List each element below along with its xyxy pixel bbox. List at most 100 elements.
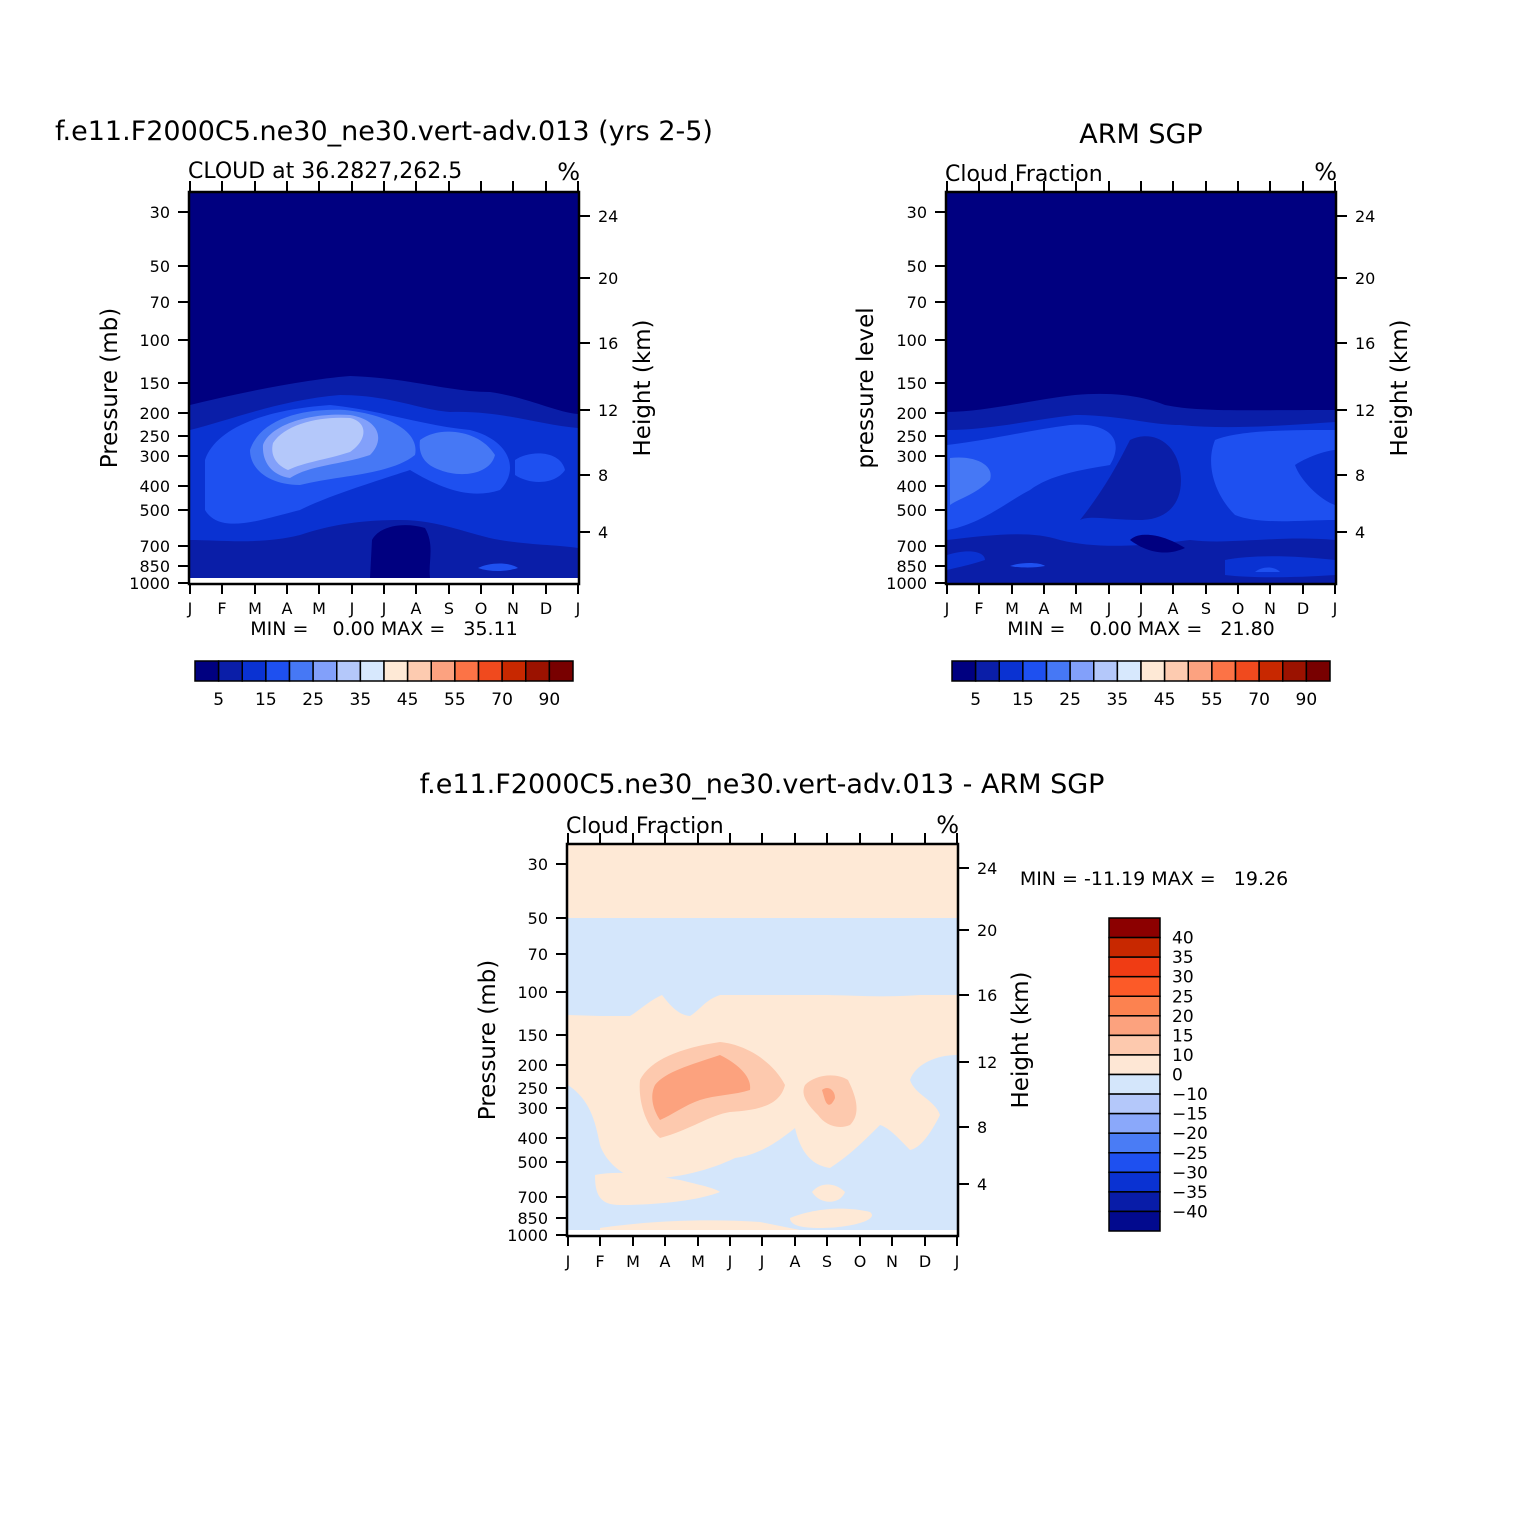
colorbar-label: 45 (1154, 690, 1176, 710)
colorbar-label: 70 (1248, 690, 1270, 710)
colorbar-swatch (1108, 1112, 1161, 1134)
colorbar-swatch (1211, 660, 1237, 682)
colorbar-label: 15 (1012, 690, 1034, 710)
colorbar-swatch (406, 660, 432, 682)
colorbar-swatch (548, 660, 574, 682)
colorbar-swatch (1108, 1191, 1161, 1213)
svg-text:70: 70 (150, 293, 170, 312)
svg-text:250: 250 (517, 1079, 548, 1098)
svg-text:12: 12 (598, 401, 618, 420)
colorbar-label: 10 (1172, 1046, 1194, 1066)
min-max-label: MIN = -11.19 MAX = 19.26 (1020, 868, 1288, 890)
svg-text:250: 250 (896, 427, 927, 446)
min-max-label: MIN = 0.00 MAX = 35.11 (250, 618, 518, 640)
colorbar-label: 55 (444, 690, 466, 710)
panel-subtitle: Cloud Fraction (945, 162, 1103, 187)
svg-text:100: 100 (517, 983, 548, 1002)
colorbar-swatch (1069, 660, 1095, 682)
svg-text:50: 50 (150, 257, 170, 276)
svg-text:700: 700 (139, 537, 170, 556)
svg-text:16: 16 (598, 334, 618, 353)
colorbar-label: 25 (1059, 690, 1081, 710)
colorbar-label: −25 (1172, 1144, 1208, 1164)
y-axis-label-right: Height (km) (1008, 971, 1034, 1108)
panel-title: f.e11.F2000C5.ne30_ne30.vert-adv.013 (yr… (55, 116, 713, 147)
svg-text:200: 200 (517, 1056, 548, 1075)
colorbar-swatch (1108, 1210, 1161, 1232)
colorbar-swatch (1108, 1152, 1161, 1174)
units-label: % (1314, 158, 1337, 186)
svg-text:150: 150 (896, 374, 927, 393)
svg-text:50: 50 (907, 257, 927, 276)
colorbar-swatch (359, 660, 385, 682)
colorbar-swatch (217, 660, 243, 682)
colorbar-swatch (454, 660, 480, 682)
colorbar-label: −35 (1172, 1183, 1208, 1203)
colorbar-swatch (477, 660, 503, 682)
colorbar-label: 70 (491, 690, 513, 710)
panel-title: f.e11.F2000C5.ne30_ne30.vert-adv.013 - A… (420, 769, 1105, 800)
svg-text:150: 150 (139, 374, 170, 393)
colorbar-swatch (1108, 917, 1161, 939)
colorbar-swatch (1108, 1171, 1161, 1193)
colorbar-swatch (1108, 956, 1161, 978)
svg-text:20: 20 (977, 921, 997, 940)
colorbar-swatch (1108, 1073, 1161, 1095)
units-label: % (936, 811, 959, 839)
svg-text:24: 24 (1355, 207, 1375, 226)
colorbar-swatch (1022, 660, 1048, 682)
svg-text:16: 16 (1355, 334, 1375, 353)
panel-model: f.e11.F2000C5.ne30_ne30.vert-adv.013 (yr… (55, 116, 713, 710)
y-axis-left-ticks: 30 50 70 100 150 200 250 300 400 500 700… (886, 203, 947, 593)
colorbar-swatch (336, 660, 362, 682)
colorbar-label: 90 (539, 690, 561, 710)
colorbar-label: 35 (1172, 948, 1194, 968)
units-label: % (557, 158, 580, 186)
svg-text:8: 8 (1355, 466, 1365, 485)
svg-text:300: 300 (139, 447, 170, 466)
svg-text:70: 70 (528, 945, 548, 964)
svg-text:850: 850 (139, 557, 170, 576)
colorbar-swatch (1108, 975, 1161, 997)
colorbar-label: 15 (1172, 1026, 1194, 1046)
y-axis-right-ticks: 24 20 16 12 8 4 (578, 207, 618, 542)
y-axis-right-ticks: 24 20 16 12 8 4 (1335, 207, 1375, 542)
y-axis-label-right: Height (km) (630, 319, 656, 456)
colorbar-swatch (1093, 660, 1119, 682)
colorbar-label: −10 (1172, 1085, 1208, 1105)
svg-text:100: 100 (139, 331, 170, 350)
colorbar-swatch (1116, 660, 1142, 682)
svg-text:4: 4 (977, 1175, 987, 1194)
colorbar-swatch (1234, 660, 1260, 682)
svg-text:200: 200 (896, 404, 927, 423)
colorbar-swatch (383, 660, 409, 682)
svg-text:200: 200 (139, 404, 170, 423)
colorbar-label: 25 (302, 690, 324, 710)
colorbar-swatch (312, 660, 338, 682)
svg-text:8: 8 (598, 466, 608, 485)
svg-text:70: 70 (907, 293, 927, 312)
svg-text:30: 30 (528, 855, 548, 874)
panel-subtitle: Cloud Fraction (566, 814, 724, 839)
colorbar-label: −30 (1172, 1163, 1208, 1183)
colorbar-swatch (998, 660, 1024, 682)
colorbar-swatch (1140, 660, 1166, 682)
panel-subtitle: CLOUD at 36.2827,262.5 (188, 159, 462, 184)
svg-text:500: 500 (139, 501, 170, 520)
colorbar-swatch (430, 660, 456, 682)
panel-obs: ARM SGP Cloud Fraction % 30 50 70 100 (853, 119, 1413, 710)
svg-text:500: 500 (517, 1153, 548, 1172)
svg-text:150: 150 (517, 1026, 548, 1045)
svg-text:24: 24 (977, 859, 997, 878)
y-axis-label-left: Pressure (mb) (475, 960, 501, 1120)
colorbar-label: 45 (397, 690, 419, 710)
svg-text:700: 700 (896, 537, 927, 556)
colorbar-swatch (1108, 1054, 1161, 1076)
colorbar-swatch (525, 660, 551, 682)
svg-text:300: 300 (517, 1099, 548, 1118)
